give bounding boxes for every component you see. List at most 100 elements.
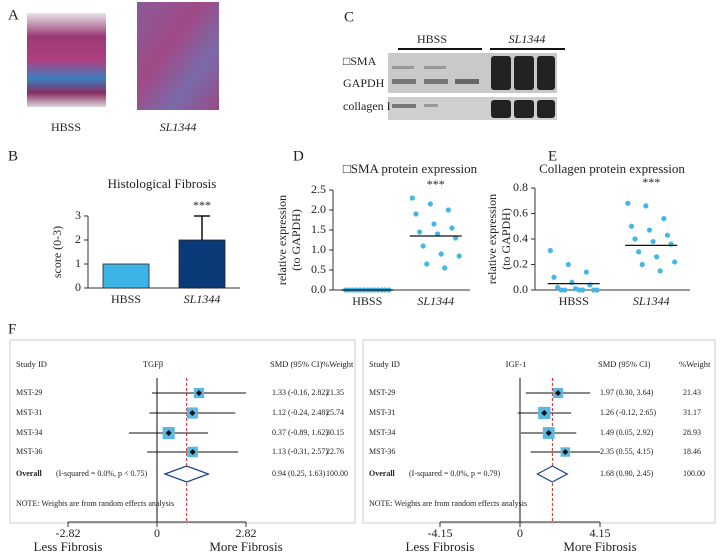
y-tick-label: 2 xyxy=(75,232,81,246)
blot-label: □SMA xyxy=(343,54,377,68)
panel-letter: D xyxy=(293,148,304,164)
column-header: %Weight xyxy=(679,359,711,369)
column-header: SMD (95% CI) xyxy=(270,359,323,369)
chart-title: □SMA protein expression xyxy=(343,161,478,176)
data-point xyxy=(661,216,667,222)
y-tick-label: 0.5 xyxy=(311,262,326,276)
y-tick-label: 0.2 xyxy=(513,256,528,270)
data-point xyxy=(416,229,423,235)
blot-label: GAPDH xyxy=(343,76,385,90)
data-point xyxy=(580,287,586,293)
point-estimate xyxy=(545,430,552,436)
ci-label: 2.35 (0.55, 4.15) xyxy=(600,447,654,456)
study-id: MST-36 xyxy=(16,447,42,456)
y-axis-label: relative expression xyxy=(485,194,499,284)
blot-label: collagen I xyxy=(343,99,391,113)
data-point xyxy=(562,287,568,293)
data-point xyxy=(583,269,589,275)
y-tick-label: 1.5 xyxy=(311,222,326,236)
data-point xyxy=(442,265,448,271)
data-point xyxy=(628,223,635,229)
ci-label: 1.97 (0.30, 3.64) xyxy=(600,388,654,397)
weight-label: 25.74 xyxy=(326,408,344,417)
data-point xyxy=(547,247,553,254)
x-tick-label: 2.82 xyxy=(236,526,257,540)
ci-label: 1.12 (-0.24, 2.48) xyxy=(272,408,328,417)
data-point xyxy=(664,232,671,238)
x-tick-label: 0 xyxy=(517,526,523,540)
blot-bands xyxy=(392,56,555,118)
column-header: TGFβ xyxy=(143,359,163,369)
data-point xyxy=(654,254,660,260)
image-label: HBSS xyxy=(51,120,81,134)
study-id: MST-31 xyxy=(369,408,395,417)
y-tick-label: 2.5 xyxy=(311,182,326,196)
x-tick-label: -4.15 xyxy=(428,526,453,540)
y-tick-label: 1 xyxy=(75,256,81,270)
y-tick-label: 0.0 xyxy=(311,282,326,296)
bar xyxy=(102,263,150,289)
data-point xyxy=(434,231,441,237)
x-tick-label: SL1344 xyxy=(184,292,221,306)
data-point xyxy=(565,261,571,268)
data-point xyxy=(449,225,455,231)
weight-label: 30.15 xyxy=(326,428,344,437)
panel-letter: A xyxy=(8,7,19,23)
weight-label: 21.35 xyxy=(326,388,344,397)
study-id: MST-29 xyxy=(369,388,395,397)
histology-image xyxy=(137,2,219,110)
point-estimate xyxy=(165,430,172,436)
y-tick-label: 0.8 xyxy=(513,180,528,194)
data-point xyxy=(590,287,597,293)
ci-label: 0.94 (0.25, 1.63) xyxy=(272,469,326,478)
ci-label: 1.49 (0.05, 2.92) xyxy=(600,428,654,437)
x-tick-label: 0 xyxy=(154,526,160,540)
data-point xyxy=(420,243,426,249)
overall-diamond xyxy=(536,465,569,483)
panel-letter: B xyxy=(8,148,18,164)
panel-letter: F xyxy=(8,321,16,337)
point-estimate xyxy=(554,390,561,396)
note: NOTE: Weights are from random effects an… xyxy=(16,499,174,508)
data-point xyxy=(639,261,645,268)
column-header: %Weight xyxy=(322,359,354,369)
x-tick-label: SL1344 xyxy=(633,294,670,308)
data-point xyxy=(643,203,649,209)
weight-label: 22.76 xyxy=(326,447,344,456)
point-estimate xyxy=(562,449,569,455)
study-id: MST-34 xyxy=(369,428,395,437)
column-header: SMD (95% CI) xyxy=(598,359,651,369)
y-tick-label: 2.0 xyxy=(311,202,326,216)
x-tick-label: HBSS xyxy=(352,294,382,308)
panel-letter: E xyxy=(548,148,557,164)
data-point xyxy=(657,268,663,274)
bar xyxy=(178,239,226,289)
data-point xyxy=(413,211,419,217)
plot-frame xyxy=(362,339,716,524)
column-header: Study ID xyxy=(16,359,47,369)
data-point xyxy=(594,287,600,293)
chart-title: Collagen protein expression xyxy=(539,161,685,176)
data-point xyxy=(632,236,638,242)
point-estimate xyxy=(541,410,548,416)
data-point xyxy=(576,287,582,293)
weight-label: 21.43 xyxy=(683,388,701,397)
ci-label: 1.26 (-0.12, 2.65) xyxy=(600,408,656,417)
blot-group: HBSS xyxy=(417,32,447,46)
y-axis-label: (to GAPDH) xyxy=(289,209,303,271)
point-estimate xyxy=(189,449,196,455)
significance: *** xyxy=(193,198,211,212)
overall-stats: (I-squared = 0.0%, p = 0.79) xyxy=(409,469,501,478)
x-axis-label: More Fibrosis xyxy=(563,539,636,554)
data-point xyxy=(427,201,433,207)
data-point xyxy=(650,238,656,245)
weight-label: 100.00 xyxy=(326,469,348,478)
data-point xyxy=(445,207,451,213)
y-tick-label: 3 xyxy=(75,208,81,222)
overall-diamond xyxy=(163,465,211,483)
point-estimate xyxy=(195,390,202,396)
weight-label: 28.93 xyxy=(683,428,701,437)
data-point xyxy=(438,251,444,257)
study-id: MST-29 xyxy=(16,388,42,397)
